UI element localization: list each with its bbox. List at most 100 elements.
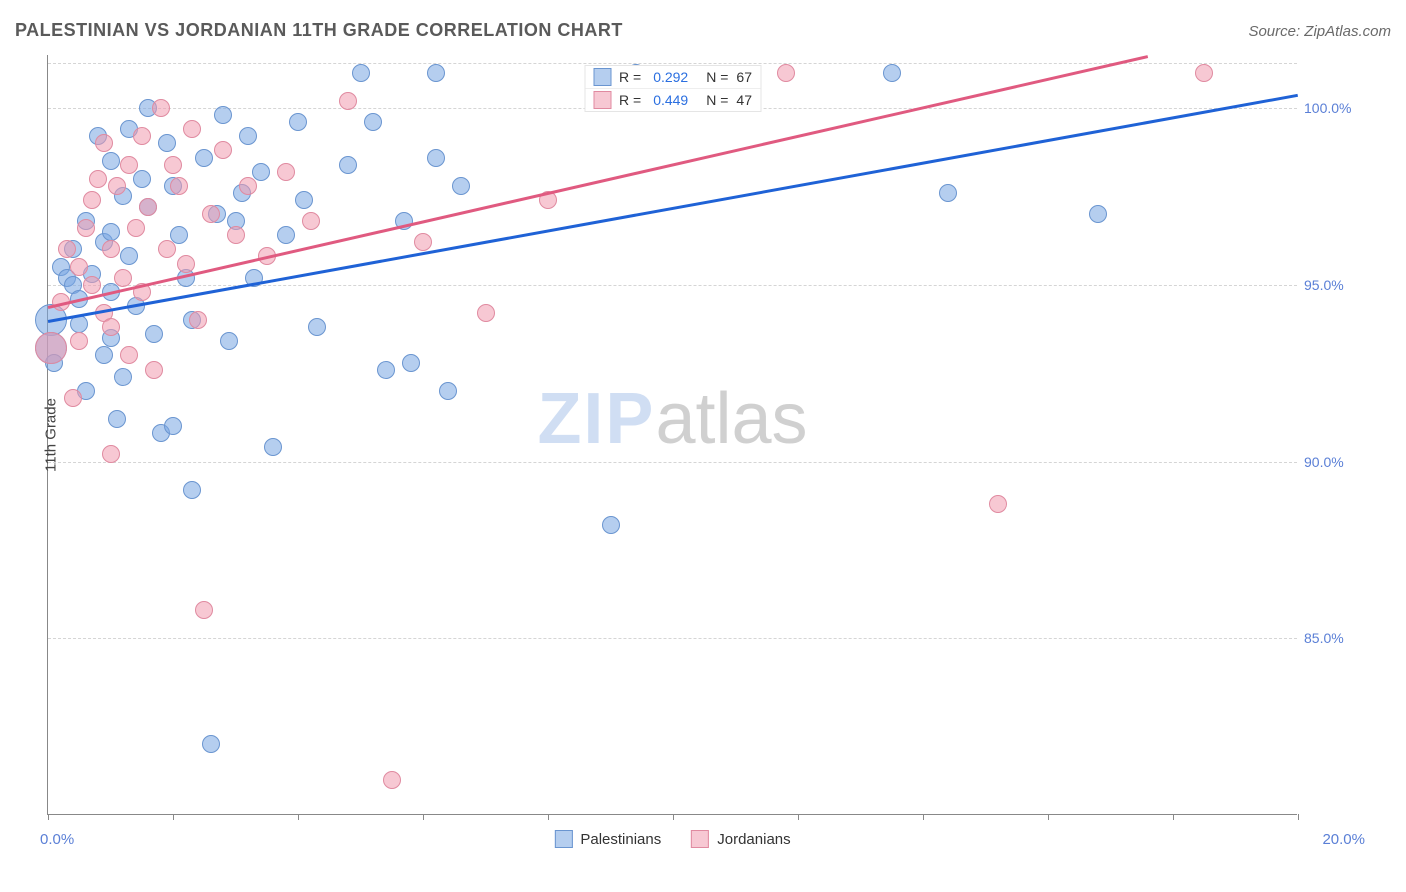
scatter-point [114,368,132,386]
chart-title: PALESTINIAN VS JORDANIAN 11TH GRADE CORR… [15,20,623,41]
scatter-point [452,177,470,195]
legend-label: Jordanians [717,831,790,848]
legend-swatch [593,68,611,86]
scatter-point [102,318,120,336]
scatter-point [239,127,257,145]
scatter-point [183,120,201,138]
scatter-point [145,361,163,379]
scatter-point [195,601,213,619]
legend-swatch [554,830,572,848]
scatter-point [1195,64,1213,82]
scatter-point [195,149,213,167]
legend-r-value: 0.292 [653,69,688,85]
scatter-point [227,226,245,244]
x-tick [1173,814,1174,820]
scatter-point [383,771,401,789]
scatter-point [70,332,88,350]
scatter-point [133,127,151,145]
legend-r-value: 0.449 [653,92,688,108]
legend-row: R =0.292N =67 [585,66,760,88]
legend-label: Palestinians [580,831,661,848]
scatter-point [427,64,445,82]
legend-n-value: 47 [736,92,752,108]
plot-area: 85.0%90.0%95.0%100.0% [48,55,1297,814]
legend-row: R =0.449N =47 [585,88,760,111]
x-tick [48,814,49,820]
legend-item: Jordanians [691,830,790,848]
x-tick [673,814,674,820]
scatter-point [77,219,95,237]
scatter-point [202,205,220,223]
scatter-point [364,113,382,131]
scatter-point [102,152,120,170]
scatter-point [339,92,357,110]
scatter-point [295,191,313,209]
x-tick [1298,814,1299,820]
legend-swatch [691,830,709,848]
x-axis-max-label: 20.0% [1322,831,1365,848]
scatter-point [58,240,76,258]
scatter-point [939,184,957,202]
legend-r-prefix: R = [619,69,641,85]
scatter-point [883,64,901,82]
scatter-point [277,226,295,244]
scatter-point [35,332,67,364]
scatter-point [252,163,270,181]
scatter-point [202,735,220,753]
scatter-point [239,177,257,195]
scatter-point [989,495,1007,513]
x-axis-min-label: 0.0% [40,831,74,848]
scatter-point [189,311,207,329]
x-tick [923,814,924,820]
legend-item: Palestinians [554,830,661,848]
scatter-point [133,170,151,188]
scatter-point [102,445,120,463]
x-tick [1048,814,1049,820]
legend-r-prefix: R = [619,92,641,108]
scatter-point [602,516,620,534]
scatter-point [477,304,495,322]
scatter-point [89,170,107,188]
plot-frame: 11th Grade 85.0%90.0%95.0%100.0% ZIPatla… [47,55,1297,815]
scatter-point [214,141,232,159]
scatter-point [164,156,182,174]
y-tick-label: 85.0% [1304,630,1359,646]
scatter-point [64,389,82,407]
legend-correlation: R =0.292N =67R =0.449N =47 [584,65,761,112]
scatter-point [414,233,432,251]
scatter-point [777,64,795,82]
scatter-point [120,346,138,364]
gridline [48,638,1297,639]
scatter-point [183,481,201,499]
legend-n-value: 67 [736,69,752,85]
scatter-point [402,354,420,372]
scatter-point [427,149,445,167]
scatter-point [352,64,370,82]
scatter-point [220,332,238,350]
scatter-point [170,177,188,195]
scatter-point [214,106,232,124]
scatter-point [152,99,170,117]
scatter-point [102,223,120,241]
scatter-point [308,318,326,336]
legend-swatch [593,91,611,109]
x-tick [798,814,799,820]
scatter-point [120,156,138,174]
scatter-point [120,247,138,265]
x-tick [173,814,174,820]
scatter-point [170,226,188,244]
scatter-point [439,382,457,400]
scatter-point [127,219,145,237]
scatter-point [83,276,101,294]
scatter-point [139,198,157,216]
gridline [48,462,1297,463]
chart-source: Source: ZipAtlas.com [1248,23,1391,40]
scatter-point [264,438,282,456]
y-tick-label: 100.0% [1304,100,1359,116]
legend-series: Palestinians Jordanians [554,830,790,848]
scatter-point [277,163,295,181]
scatter-point [95,346,113,364]
trendline [48,94,1298,323]
scatter-point [108,410,126,428]
scatter-point [114,269,132,287]
